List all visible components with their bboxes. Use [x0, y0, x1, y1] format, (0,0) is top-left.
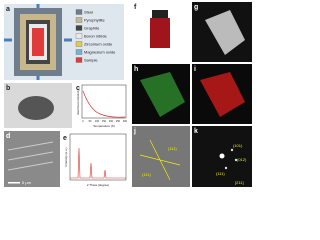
plot-frame	[81, 84, 127, 119]
x-label: 2 Theta (degree)	[87, 183, 109, 187]
spot-label: (101)	[233, 143, 243, 148]
figure: Steel Pyrophyllite Graphite Boron nitride Zi…	[4, 2, 252, 187]
scale-text: 5 μm	[22, 180, 32, 185]
panel-label: f	[134, 4, 137, 11]
zone-axis: [211]	[235, 180, 244, 185]
layers	[7, 141, 54, 171]
legend-swatch	[75, 49, 83, 55]
xrd-pattern	[70, 147, 126, 179]
plot-frame	[69, 133, 127, 181]
legend-text: Graphite	[84, 26, 100, 31]
panel-label: a	[6, 6, 10, 13]
curve	[82, 90, 126, 118]
center-spot	[219, 153, 225, 159]
legend-text: Sample	[84, 58, 98, 63]
x-label: Temperature (K)	[93, 124, 115, 128]
x-tick-label: 50	[89, 120, 92, 123]
legend-text: Zirconium oxide	[84, 42, 113, 47]
panel-label: g	[194, 4, 198, 11]
legend-swatch	[75, 9, 83, 15]
legend-swatch	[75, 25, 83, 31]
x-tick-label: 100	[95, 120, 100, 123]
spot-label: (111)	[216, 171, 225, 176]
green-map	[140, 72, 185, 117]
spot	[230, 148, 234, 152]
panel-label: b	[6, 85, 10, 92]
x-tick-label: 200	[109, 120, 114, 123]
legend-swatch	[75, 57, 83, 63]
plane: (111)	[142, 172, 151, 177]
panel-label: i	[194, 66, 196, 73]
plane: (111)	[168, 146, 177, 151]
pressure-arrows	[4, 4, 72, 80]
sample	[32, 28, 44, 56]
panel-label: k	[194, 128, 198, 135]
legend-text: Magnesium oxide	[84, 50, 116, 55]
flake	[205, 10, 245, 55]
legend-text: Boron nitride	[84, 34, 107, 39]
y-label: Intensity (a.u.)	[64, 147, 68, 166]
spot	[224, 166, 228, 170]
fringe-lines	[139, 139, 181, 181]
x-tick-label: 300	[123, 120, 128, 123]
legend-swatch	[75, 33, 83, 39]
panel-label: d	[6, 133, 10, 140]
scale-bar	[8, 182, 20, 184]
crystal	[18, 96, 54, 120]
panel-label: h	[134, 66, 138, 73]
red-map	[200, 72, 245, 117]
spot	[234, 158, 238, 162]
legend-text: Pyrophyllite	[84, 18, 105, 23]
legend-swatch	[75, 41, 83, 47]
panel-label: c	[76, 85, 80, 92]
panel-a: Steel Pyrophyllite Graphite Boron nitride Zi…	[4, 4, 124, 80]
x-tick-label: 150	[102, 120, 107, 123]
hrtem-j	[132, 126, 190, 187]
spot-label: (012)	[237, 157, 247, 162]
panel-label: j	[133, 128, 136, 135]
vial-cap	[152, 10, 168, 18]
panel-label: e	[63, 135, 67, 142]
legend-swatch	[75, 17, 83, 23]
x-tick-label: 250	[116, 120, 121, 123]
x-tick-label: 0	[82, 120, 84, 123]
vial	[150, 18, 170, 48]
legend-text: Steel	[84, 10, 93, 15]
y-label: Electrical resistivity	[76, 89, 80, 115]
